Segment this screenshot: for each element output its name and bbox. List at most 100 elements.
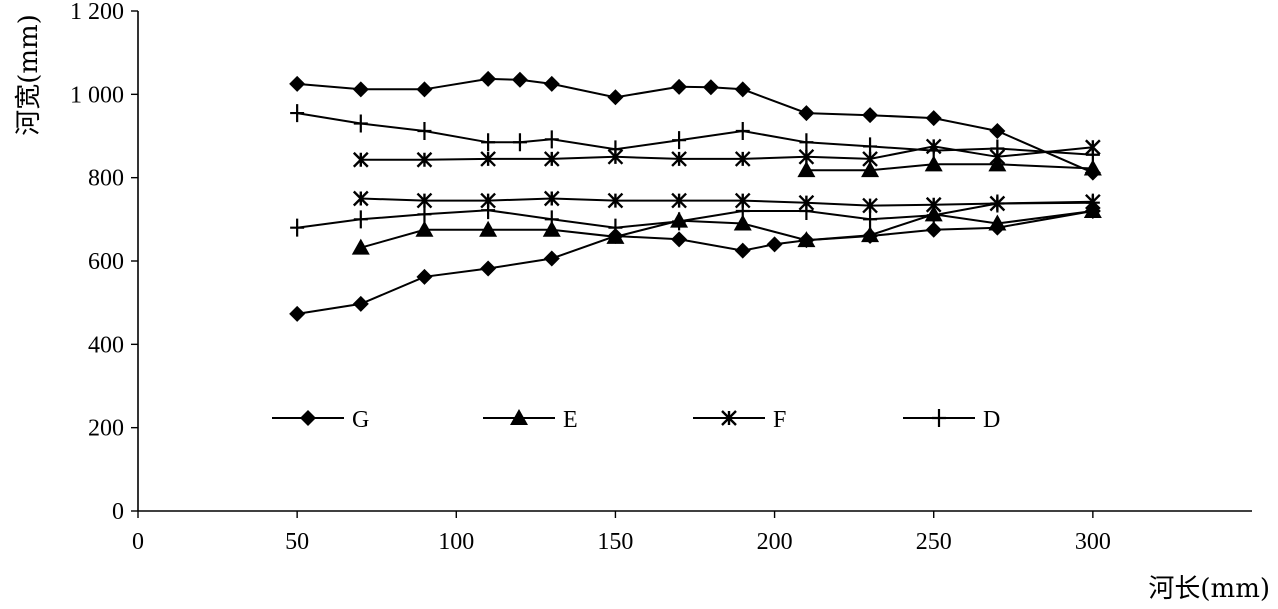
- data-point-G: [798, 105, 815, 122]
- data-point-E: [542, 220, 561, 237]
- y-tick-label: 800: [88, 166, 124, 192]
- series-line-G: [296, 210, 1094, 315]
- legend-item-D: D: [903, 407, 1000, 433]
- x-tick-label: 100: [438, 529, 474, 555]
- data-point-D: [672, 212, 687, 231]
- data-point-E: [797, 161, 816, 178]
- data-point-G: [352, 81, 369, 98]
- data-point-D: [863, 137, 878, 156]
- data-point-E: [861, 161, 880, 178]
- data-point-D: [290, 218, 305, 237]
- data-point-D: [608, 218, 623, 237]
- data-point-D: [735, 202, 750, 220]
- legend-marker-G: [300, 410, 316, 426]
- y-axis-title: 河宽(mm): [14, 14, 44, 136]
- data-point-D: [353, 114, 368, 133]
- data-point-E: [797, 231, 816, 248]
- data-point-G: [416, 81, 433, 98]
- data-point-F: [543, 190, 560, 207]
- data-point-D: [608, 140, 623, 159]
- data-point-F: [416, 151, 433, 168]
- series-D: [290, 104, 1100, 237]
- data-point-G: [480, 260, 497, 277]
- data-point-F: [480, 151, 496, 167]
- data-point-G: [289, 305, 306, 322]
- data-point-E: [924, 155, 943, 172]
- y-tick-label: 400: [88, 332, 124, 358]
- legend-marker-E: [510, 409, 528, 425]
- data-point-E: [861, 226, 880, 243]
- data-point-G: [925, 221, 942, 238]
- data-point-G: [607, 89, 624, 106]
- data-point-D: [512, 133, 527, 152]
- legend-label-D: D: [983, 407, 1000, 433]
- legend-label-G: G: [352, 407, 369, 433]
- data-point-E: [733, 214, 752, 231]
- data-point-E: [415, 220, 434, 237]
- data-point-D: [353, 210, 368, 229]
- legend-label-E: E: [563, 407, 578, 433]
- data-point-F: [798, 148, 815, 165]
- series-line-E: [806, 163, 1093, 172]
- series-line-F: [360, 197, 1093, 207]
- data-point-D: [672, 131, 687, 150]
- data-point-D: [735, 122, 750, 140]
- legend-item-F: F: [693, 407, 786, 433]
- data-point-D: [990, 139, 1005, 158]
- data-point-G: [289, 75, 306, 92]
- series-line-F: [360, 145, 1093, 161]
- data-point-D: [290, 104, 305, 123]
- data-point-D: [926, 206, 941, 225]
- axis-ticks: 0 200 400 600 800 1 000 1 200 0 50 100 150 200 250 30…: [70, 0, 1111, 555]
- data-point-G: [702, 79, 719, 96]
- series-line-D: [296, 201, 1093, 229]
- data-point-G: [543, 75, 560, 92]
- y-tick-label: 200: [88, 416, 124, 442]
- data-point-E: [479, 220, 498, 237]
- data-point-F: [671, 151, 687, 167]
- data-point-D: [481, 201, 496, 220]
- series-G: [289, 70, 1101, 322]
- data-point-G: [416, 268, 433, 285]
- data-point-G: [989, 123, 1006, 139]
- x-tick-label: 50: [285, 529, 309, 555]
- data-point-G: [543, 250, 560, 267]
- data-point-D: [544, 210, 559, 229]
- data-point-F: [734, 151, 751, 167]
- y-tick-label: 1 200: [70, 0, 124, 25]
- data-point-D: [417, 205, 432, 224]
- x-tick-label: 150: [597, 529, 633, 555]
- series-F: [352, 138, 1101, 214]
- data-point-E: [988, 214, 1007, 231]
- data-point-D: [799, 133, 814, 152]
- data-point-F: [352, 151, 369, 168]
- data-point-G: [925, 110, 942, 127]
- data-point-D: [990, 194, 1005, 213]
- y-tick-label: 600: [88, 249, 124, 275]
- legend-label-F: F: [773, 407, 786, 433]
- y-tick-label: 1 000: [70, 82, 124, 108]
- data-point-G: [352, 295, 369, 312]
- x-tick-label: 0: [132, 529, 144, 555]
- y-tick-label: 0: [112, 499, 124, 525]
- data-point-G: [480, 70, 497, 87]
- x-tick-label: 200: [757, 529, 793, 555]
- x-axis-title: 河长(mm): [1148, 574, 1270, 604]
- axes: [137, 11, 1252, 512]
- data-point-D: [799, 202, 814, 220]
- series-plot: [289, 70, 1102, 322]
- data-point-G: [766, 236, 783, 253]
- data-point-G: [671, 78, 688, 95]
- data-point-D: [481, 133, 496, 152]
- data-point-D: [926, 141, 941, 160]
- data-point-G: [671, 231, 688, 248]
- legend-marker-F: [721, 410, 737, 426]
- legend-marker-D: [932, 409, 946, 427]
- data-point-F: [862, 197, 878, 214]
- data-point-G: [511, 71, 528, 88]
- data-point-E: [1083, 159, 1102, 176]
- data-point-G: [862, 107, 879, 124]
- data-point-F: [416, 192, 433, 209]
